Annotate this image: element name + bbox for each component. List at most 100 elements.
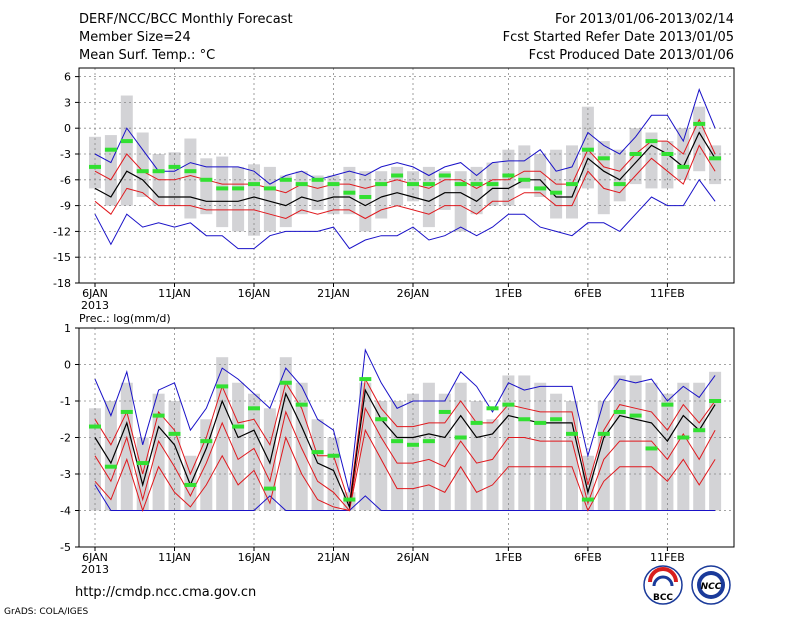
- spread-bar: [454, 171, 467, 232]
- spread-bar: [263, 166, 276, 232]
- spread-bar: [422, 382, 435, 511]
- spread-bar: [375, 401, 388, 511]
- x-tick-label: 21JAN: [317, 287, 350, 300]
- obs-marker: [470, 182, 483, 187]
- obs-marker: [581, 147, 594, 152]
- x-tick-label: 16JAN: [238, 551, 271, 564]
- obs-marker: [327, 453, 340, 458]
- obs-marker: [629, 152, 642, 156]
- spread-bar: [470, 166, 483, 215]
- obs-marker: [693, 121, 706, 126]
- max-line: [94, 348, 716, 493]
- obs-marker: [343, 497, 356, 502]
- obs-marker: [391, 173, 404, 178]
- obs-marker: [120, 139, 133, 144]
- obs-marker: [518, 177, 531, 182]
- spread-bar: [629, 375, 642, 511]
- obs-marker: [629, 413, 642, 418]
- obs-marker: [311, 450, 324, 455]
- obs-marker: [661, 152, 674, 156]
- obs-marker: [136, 461, 149, 466]
- spread-bar: [709, 145, 722, 185]
- spread-bar: [597, 401, 610, 511]
- chart-title: DERF/NCC/BCC Monthly Forecast: [79, 12, 293, 27]
- spread-bar: [295, 171, 308, 215]
- source-url[interactable]: http://cmdp.ncc.cma.gov.cn: [75, 585, 256, 600]
- obs-marker: [200, 439, 213, 444]
- obs-marker: [263, 486, 276, 491]
- obs-marker: [152, 169, 165, 174]
- obs-marker: [136, 169, 149, 174]
- obs-marker: [661, 402, 674, 407]
- spread-bar: [550, 393, 563, 511]
- plot-frame: [78, 67, 735, 284]
- grads-credit: GrADS: COLA/IGES: [4, 607, 88, 617]
- obs-marker: [311, 177, 324, 182]
- x-tick-label: 1FEB: [494, 551, 522, 564]
- ensemble-mean-line: [94, 131, 716, 207]
- obs-marker: [152, 413, 165, 418]
- spread-bar: [581, 106, 594, 189]
- spread-bar: [534, 154, 547, 197]
- spread-bar: [359, 171, 372, 232]
- x-tick-label: 6JAN: [82, 551, 108, 564]
- ensemble-mean-line: [94, 388, 716, 510]
- lower-percentile-line: [94, 144, 716, 220]
- spread-bar: [502, 149, 515, 206]
- x-tick-label: 26JAN: [397, 287, 430, 300]
- spread-bar: [407, 171, 419, 202]
- y-tick-label: -18: [53, 277, 71, 290]
- y-tick-label: 3: [64, 96, 71, 109]
- y-tick-label: -6: [60, 174, 71, 187]
- obs-marker: [343, 190, 356, 195]
- obs-marker: [709, 156, 722, 161]
- spread-bar: [407, 393, 419, 511]
- obs-marker: [263, 186, 276, 191]
- obs-marker: [486, 182, 499, 187]
- obs-marker: [502, 173, 515, 178]
- x-year-label: 2013: [81, 299, 109, 312]
- y-tick-label: 0: [64, 359, 71, 372]
- spread-bar: [486, 419, 499, 511]
- obs-marker: [597, 156, 610, 161]
- spread-bar: [709, 371, 722, 511]
- x-tick-label: 11JAN: [158, 287, 191, 300]
- spread-bar: [279, 175, 292, 228]
- x-tick-label: 11FEB: [650, 287, 685, 300]
- x-tick-label: 6JAN: [82, 287, 108, 300]
- obs-marker: [407, 442, 419, 447]
- obs-marker: [104, 464, 117, 469]
- obs-marker: [677, 435, 690, 440]
- obs-marker: [550, 190, 563, 195]
- obs-marker: [248, 182, 260, 187]
- spread-bar: [104, 135, 117, 206]
- forecast-period: For 2013/01/06-2013/02/14: [555, 12, 734, 27]
- obs-marker: [470, 420, 483, 425]
- spread-bar: [566, 401, 578, 511]
- obs-marker: [454, 435, 467, 440]
- obs-marker: [200, 177, 213, 182]
- x-tick-label: 26JAN: [397, 551, 430, 564]
- obs-marker: [693, 428, 706, 433]
- obs-marker: [184, 482, 197, 487]
- member-size: Member Size=24: [79, 30, 191, 45]
- obs-marker: [566, 431, 578, 436]
- obs-marker: [454, 182, 467, 187]
- obs-marker: [168, 431, 181, 436]
- forecast-produced-date: Fcst Produced Date 2013/01/06: [529, 48, 734, 63]
- ncc-logo: NCC: [691, 565, 731, 605]
- obs-marker: [534, 420, 547, 425]
- bcc-logo-text: BCC: [653, 593, 673, 603]
- obs-marker: [216, 186, 229, 191]
- obs-marker: [709, 399, 722, 403]
- obs-marker: [677, 164, 690, 169]
- obs-marker: [375, 417, 388, 422]
- obs-marker: [566, 182, 578, 187]
- obs-marker: [597, 431, 610, 436]
- obs-marker: [645, 446, 658, 451]
- x-tick-label: 21JAN: [317, 551, 350, 564]
- spread-bar: [232, 166, 245, 232]
- y-tick-label: -3: [60, 148, 71, 161]
- obs-marker: [279, 380, 292, 385]
